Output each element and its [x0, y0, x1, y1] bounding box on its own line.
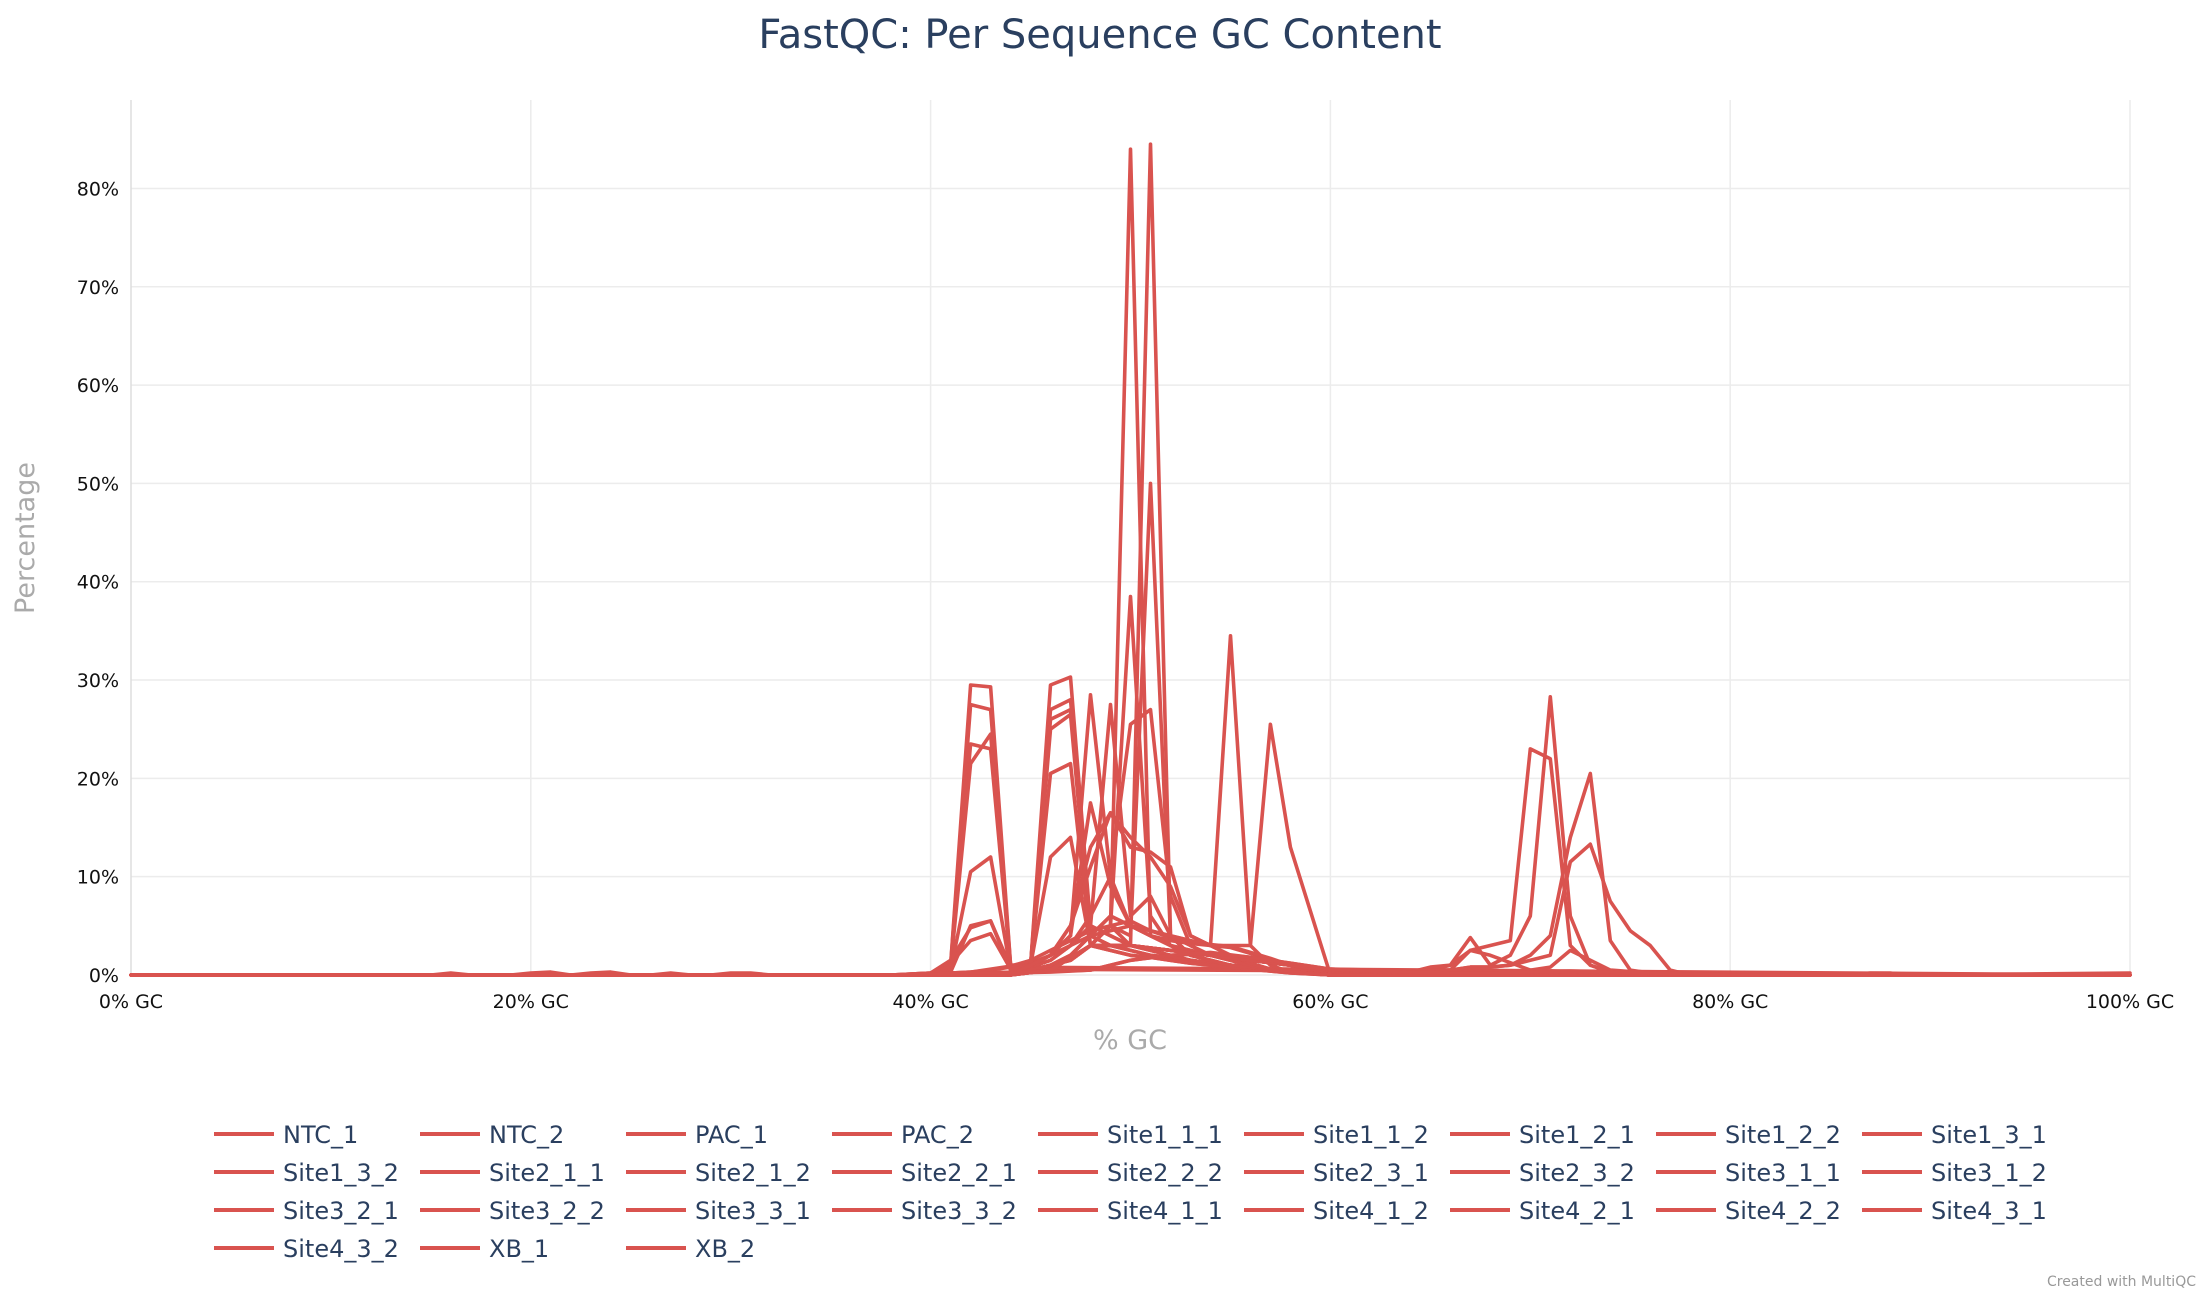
legend-item[interactable]: Site3_3_1	[626, 1197, 811, 1225]
y-tick-label: 10%	[77, 867, 119, 889]
legend-label: Site1_1_1	[1107, 1121, 1223, 1149]
series-line-XB_2	[129, 950, 2132, 977]
legend-item[interactable]: Site4_1_1	[1038, 1197, 1223, 1225]
legend-label: Site3_3_1	[695, 1197, 811, 1225]
legend-item[interactable]: Site2_3_1	[1244, 1159, 1429, 1187]
legend-label: Site2_1_2	[695, 1159, 811, 1187]
chart-title: FastQC: Per Sequence GC Content	[758, 12, 1441, 58]
legend-item[interactable]: Site4_2_1	[1450, 1197, 1635, 1225]
legend-item[interactable]: Site2_2_1	[832, 1159, 1017, 1187]
legend-label: XB_1	[489, 1235, 549, 1263]
x-tick-label: 20% GC	[493, 991, 569, 1013]
legend-item[interactable]: Site3_2_2	[420, 1197, 605, 1225]
legend-label: Site4_2_2	[1725, 1197, 1841, 1225]
legend-label: Site2_3_2	[1519, 1159, 1635, 1187]
x-tick-labels: 0% GC 20% GC 40% GC 60% GC 80% GC 100% GC	[99, 991, 2174, 1013]
y-tick-label: 0%	[89, 965, 119, 987]
series-line-Site3_2_2	[129, 811, 2132, 977]
y-tick-labels: 0% 10% 20% 30% 40% 50% 60% 70% 80%	[77, 178, 119, 987]
legend-item[interactable]: Site1_2_2	[1656, 1121, 1841, 1149]
series-line-Site3_3_2	[129, 722, 2132, 977]
legend-label: Site2_2_1	[901, 1159, 1017, 1187]
legend-item[interactable]: Site2_1_1	[420, 1159, 605, 1187]
legend-item[interactable]: Site4_2_2	[1656, 1197, 1841, 1225]
legend-item[interactable]: Site1_3_1	[1862, 1121, 2047, 1149]
legend-label: Site2_2_2	[1107, 1159, 1223, 1187]
legend-label: Site1_2_2	[1725, 1121, 1841, 1149]
y-tick-label: 60%	[77, 375, 119, 397]
legend-item[interactable]: Site2_2_2	[1038, 1159, 1223, 1187]
legend-label: Site4_2_1	[1519, 1197, 1635, 1225]
legend-item[interactable]: Site1_3_2	[214, 1159, 399, 1187]
x-tick-label: 60% GC	[1292, 991, 1368, 1013]
series-lines	[129, 142, 2132, 977]
legend-item[interactable]: XB_1	[420, 1235, 549, 1263]
legend-label: Site2_3_1	[1313, 1159, 1429, 1187]
legend-item[interactable]: XB_2	[626, 1235, 755, 1263]
legend-item[interactable]: Site1_2_1	[1450, 1121, 1635, 1149]
legend-item[interactable]: Site4_1_2	[1244, 1197, 1429, 1225]
legend-label: Site3_1_2	[1931, 1159, 2047, 1187]
legend-item[interactable]: NTC_2	[420, 1121, 564, 1149]
x-tick-label: 40% GC	[892, 991, 968, 1013]
legend-item[interactable]: Site1_1_2	[1244, 1121, 1429, 1149]
legend-label: NTC_2	[489, 1121, 564, 1149]
legend-label: Site2_1_1	[489, 1159, 605, 1187]
legend-item[interactable]: Site4_3_2	[214, 1235, 399, 1263]
legend-item[interactable]: PAC_2	[832, 1121, 974, 1149]
legend-label: Site4_3_2	[283, 1235, 399, 1263]
legend-item[interactable]: PAC_1	[626, 1121, 768, 1149]
x-axis-label: % GC	[1093, 1025, 1167, 1056]
y-tick-label: 30%	[77, 670, 119, 692]
y-tick-label: 20%	[77, 768, 119, 790]
y-tick-label: 70%	[77, 277, 119, 299]
legend-item[interactable]: Site4_3_1	[1862, 1197, 2047, 1225]
legend-label: Site1_3_2	[283, 1159, 399, 1187]
legend-item[interactable]: NTC_1	[214, 1121, 358, 1149]
y-tick-label: 50%	[77, 473, 119, 495]
legend-label: PAC_1	[695, 1121, 768, 1149]
series-line-Site2_1_1	[129, 147, 2132, 977]
legend-label: Site3_2_1	[283, 1197, 399, 1225]
legend-item[interactable]: Site2_3_2	[1450, 1159, 1635, 1187]
legend-label: Site1_1_2	[1313, 1121, 1429, 1149]
y-tick-label: 80%	[77, 178, 119, 200]
y-tick-label: 40%	[77, 572, 119, 594]
legend-label: Site3_1_1	[1725, 1159, 1841, 1187]
legend-item[interactable]: Site3_1_2	[1862, 1159, 2047, 1187]
x-tick-label: 80% GC	[1692, 991, 1768, 1013]
legend-label: XB_2	[695, 1235, 755, 1263]
legend-item[interactable]: Site3_1_1	[1656, 1159, 1841, 1187]
legend-item[interactable]: Site3_2_1	[214, 1197, 399, 1225]
legend-label: Site3_2_2	[489, 1197, 605, 1225]
x-tick-label: 100% GC	[2086, 991, 2174, 1013]
legend-item[interactable]: Site3_3_2	[832, 1197, 1017, 1225]
legend-label: Site1_3_1	[1931, 1121, 2047, 1149]
legend-item[interactable]: Site1_1_1	[1038, 1121, 1223, 1149]
x-tick-label: 0% GC	[99, 991, 163, 1013]
legend-label: NTC_1	[283, 1121, 358, 1149]
y-axis-label: Percentage	[10, 462, 41, 614]
legend-label: Site1_2_1	[1519, 1121, 1635, 1149]
legend-label: PAC_2	[901, 1121, 974, 1149]
legend-label: Site3_3_2	[901, 1197, 1017, 1225]
legend-label: Site4_3_1	[1931, 1197, 2047, 1225]
legend-item[interactable]: Site2_1_2	[626, 1159, 811, 1187]
legend-label: Site4_1_1	[1107, 1197, 1223, 1225]
legend-label: Site4_1_2	[1313, 1197, 1429, 1225]
grid-lines	[131, 100, 2131, 976]
credit-text: Created with MultiQC	[2047, 1274, 2196, 1290]
legend: NTC_1 NTC_2 PAC_1 PAC_2 Site1_1_1 Site1_1_2 Si…	[214, 1121, 2047, 1263]
series-line-Site2_1_2	[129, 142, 2132, 977]
